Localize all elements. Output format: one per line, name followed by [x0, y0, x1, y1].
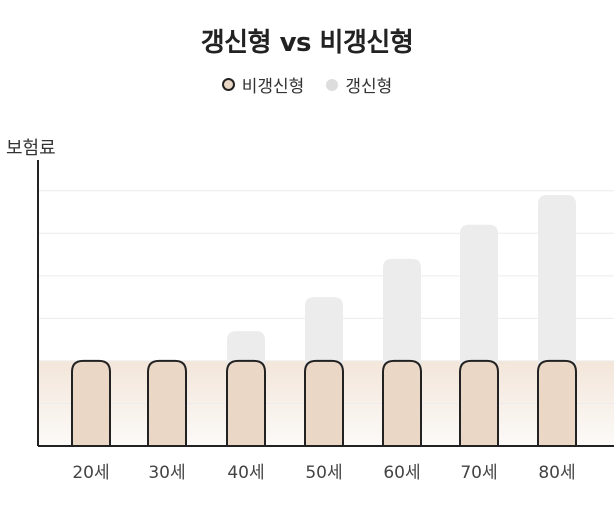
legend-label-renewal: 갱신형: [345, 77, 393, 97]
bar-nonrenewal-50세: [304, 359, 344, 447]
bar-nonrenewal-20세: [71, 359, 111, 447]
legend-marker-nonrenewal: [221, 78, 235, 91]
legend-marker-renewal: [326, 78, 339, 91]
bar-nonrenewal-60세: [382, 359, 422, 447]
x-tick-label: 60세: [383, 463, 420, 483]
x-tick-label: 40세: [227, 463, 264, 483]
chart-title: 갱신형 vs 비갱신형: [200, 28, 414, 58]
bar-nonrenewal-40세: [226, 359, 266, 447]
x-tick-label: 50세: [305, 463, 342, 483]
bar-nonrenewal-80세: [537, 359, 577, 447]
legend-label-nonrenewal: 비갱신형: [241, 77, 305, 97]
bar-nonrenewal-70세: [459, 359, 499, 447]
x-tick-label: 30세: [148, 463, 185, 483]
legend-item-nonrenewal: 비갱신형: [221, 72, 305, 97]
legend-item-renewal: 갱신형: [326, 72, 392, 97]
legend: 비갱신형 갱신형: [0, 72, 614, 97]
x-tick-label: 80세: [538, 463, 575, 483]
x-tick-label: 20세: [72, 463, 109, 483]
y-axis-label: 보험료: [6, 138, 56, 159]
x-tick-label: 70세: [460, 463, 497, 483]
bar-nonrenewal-30세: [147, 359, 187, 447]
